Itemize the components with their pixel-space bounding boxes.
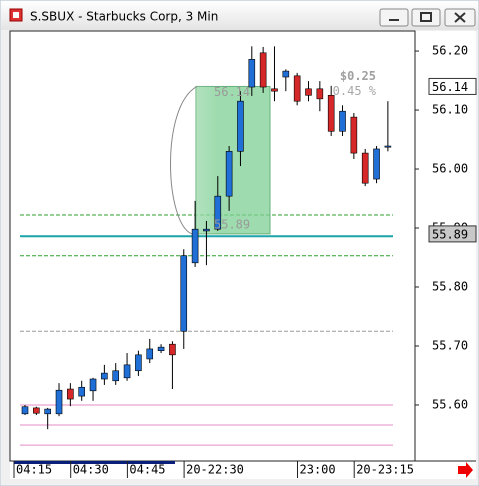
candle-body xyxy=(271,88,278,92)
measure-change-label: $0.25 xyxy=(340,69,376,83)
candle-body xyxy=(282,70,290,78)
window-buttons xyxy=(379,8,476,27)
scroll-arrow[interactable] xyxy=(458,462,473,478)
price-label-box xyxy=(428,77,477,95)
candle-body xyxy=(316,88,324,100)
candle-body xyxy=(123,364,131,379)
candle-body xyxy=(157,346,165,351)
y-tick-label: 55.70 xyxy=(432,338,468,352)
measure-to-label: 56.14 xyxy=(214,85,250,99)
candle-body xyxy=(21,406,29,415)
restore-icon xyxy=(420,12,432,22)
y-tick-label: 56.10 xyxy=(432,103,468,117)
candle-body xyxy=(169,343,176,356)
y-tick-label: 55.80 xyxy=(432,279,468,293)
candle-body xyxy=(339,110,346,132)
candle-body xyxy=(214,195,222,230)
candle-body xyxy=(203,228,210,232)
candle-body xyxy=(55,389,63,415)
candle-body xyxy=(384,145,392,148)
candle-body xyxy=(373,148,380,180)
close-icon xyxy=(454,12,466,23)
y-tick-label: 56.20 xyxy=(432,44,468,58)
x-tick-label: 20-23:15 xyxy=(356,463,414,477)
app-icon-inner xyxy=(13,12,19,18)
candle-body xyxy=(361,152,369,184)
candle-body xyxy=(293,75,301,102)
candle-body xyxy=(112,370,120,382)
candle-body xyxy=(305,88,312,96)
measure-pct-label: 0.45 % xyxy=(333,84,377,98)
x-tick-label: 04:45 xyxy=(129,463,165,477)
candle-body xyxy=(259,52,267,88)
time-range-bar xyxy=(14,461,175,464)
candle-body xyxy=(33,407,40,414)
candle-body xyxy=(237,100,244,152)
x-tick-label: 20-22:30 xyxy=(186,463,244,477)
window-title: S.SBUX - Starbucks Corp, 3 Min xyxy=(30,10,218,24)
candle-body xyxy=(248,59,256,88)
candle-body xyxy=(135,354,142,372)
candle-body xyxy=(44,408,51,415)
candle-body xyxy=(191,228,199,264)
candle-body xyxy=(101,372,108,380)
restore-button[interactable] xyxy=(411,8,441,27)
y-tick-label: 55.60 xyxy=(432,397,468,411)
candle-body xyxy=(327,94,335,132)
candle-body xyxy=(78,386,85,397)
candle-body xyxy=(89,378,97,392)
price-label: 56.14 xyxy=(432,80,468,94)
measure-highlight xyxy=(196,86,270,234)
x-tick-label: 04:30 xyxy=(73,463,109,477)
candle-body xyxy=(350,116,358,154)
minimize-button[interactable] xyxy=(379,8,409,27)
x-tick-label: 04:15 xyxy=(16,463,52,477)
price-label-box xyxy=(428,225,477,243)
candle-body xyxy=(67,388,74,400)
measure-arc xyxy=(170,86,198,235)
x-tick-label: 23:00 xyxy=(300,463,336,477)
y-tick-label: 56.00 xyxy=(432,162,468,176)
plot-layer: 56.14 55.89 $0.250.45 % xyxy=(20,46,393,446)
candle-body xyxy=(180,255,188,332)
candle-body xyxy=(146,348,154,360)
price-label: 55.89 xyxy=(432,227,468,241)
candle-body xyxy=(225,151,233,197)
measure-from-label: 55.89 xyxy=(214,217,250,231)
